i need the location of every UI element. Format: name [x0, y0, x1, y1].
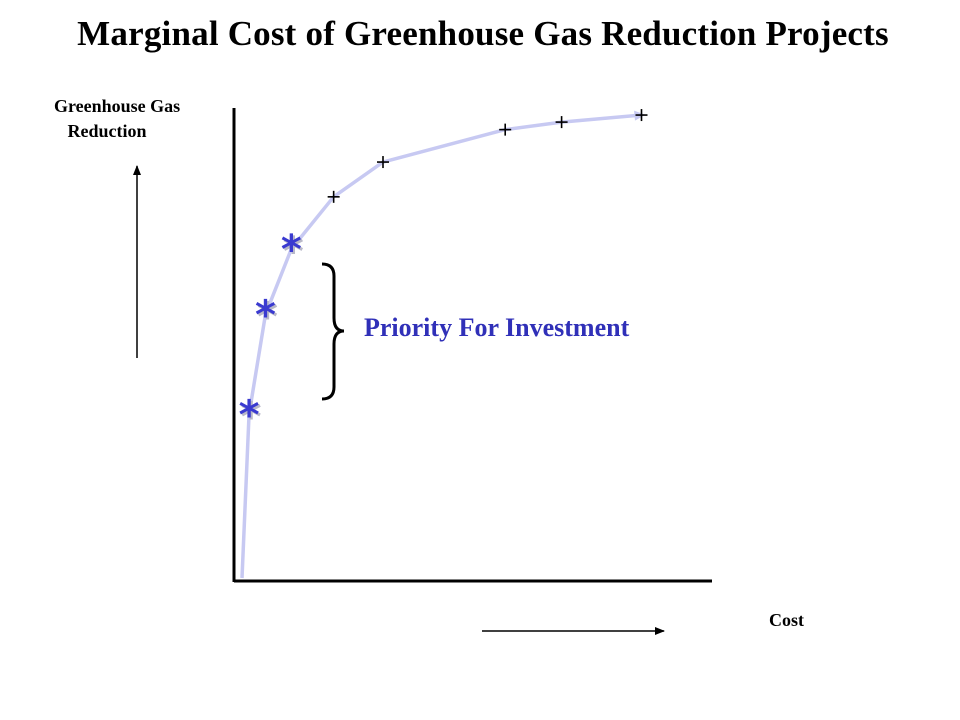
x-axis-label: Cost	[769, 610, 804, 630]
y-axis-label: Greenhouse Gas Reduction	[54, 96, 181, 142]
project-plus-icon	[499, 123, 512, 136]
priority-marker-shadow: *	[241, 394, 262, 440]
priority-project-asterisk-icon: *	[281, 227, 302, 273]
priority-annotation: Priority For Investment	[364, 313, 630, 342]
priority-project-asterisk-icon: *	[239, 392, 260, 438]
project-plus-icon	[635, 109, 648, 122]
priority-project-asterisk-icon: *	[255, 292, 276, 338]
cost-curve-line	[240, 113, 642, 579]
priority-brace-icon	[321, 262, 345, 401]
project-plus-icon	[555, 116, 568, 129]
project-plus-icon	[327, 190, 340, 203]
project-plus-icon	[377, 156, 389, 169]
chart-title: Marginal Cost of Greenhouse Gas Reductio…	[77, 14, 889, 53]
priority-marker-shadow: *	[257, 294, 278, 340]
priority-marker-shadow: *	[283, 229, 304, 275]
